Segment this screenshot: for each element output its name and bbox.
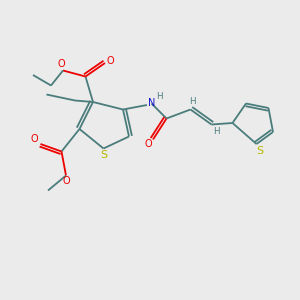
Text: N: N [148,98,155,109]
Text: H: H [156,92,162,101]
Text: H: H [214,127,220,136]
Text: O: O [62,176,70,187]
Text: O: O [58,59,65,70]
Text: S: S [256,146,263,156]
Text: S: S [100,150,108,160]
Text: O: O [31,134,38,145]
Text: H: H [189,97,195,106]
Text: O: O [145,139,152,149]
Text: O: O [106,56,114,67]
